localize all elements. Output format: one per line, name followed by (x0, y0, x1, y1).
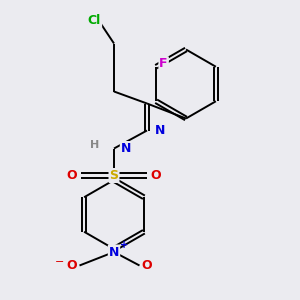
Text: Cl: Cl (88, 14, 101, 28)
Text: N: N (121, 142, 131, 155)
Text: H: H (90, 140, 99, 151)
Text: O: O (67, 259, 77, 272)
Text: N: N (155, 124, 166, 137)
Text: O: O (67, 169, 77, 182)
Text: −: − (55, 257, 65, 268)
Text: O: O (142, 259, 152, 272)
Text: N: N (109, 245, 119, 259)
Text: O: O (151, 169, 161, 182)
Text: S: S (110, 169, 118, 182)
Text: +: + (120, 240, 129, 250)
Text: F: F (159, 57, 168, 70)
